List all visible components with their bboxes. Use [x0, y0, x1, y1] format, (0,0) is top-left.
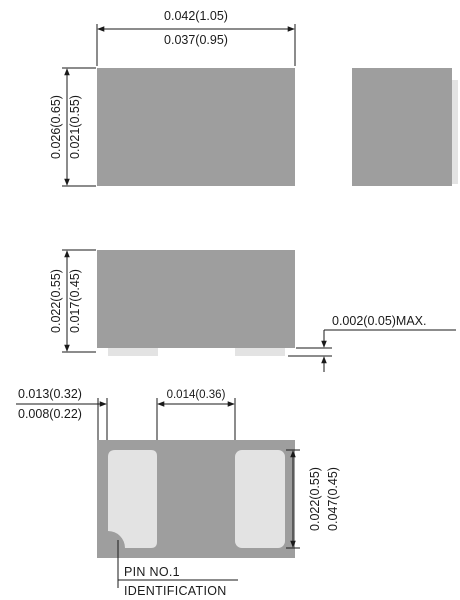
side-terminal-right [235, 348, 285, 356]
height-max-label: 0.022(0.55) [49, 269, 63, 333]
pad-height-min-label: 0.047(0.45) [326, 467, 340, 531]
length-min-label: 0.037(0.95) [164, 33, 228, 47]
height-min-label: 0.017(0.45) [68, 269, 82, 333]
top-view: 0.042(1.05) 0.037(0.95) 0.026(0.65) 0.02… [49, 9, 296, 187]
package-body-top [97, 68, 295, 186]
length-max-label: 0.042(1.05) [164, 9, 228, 23]
bottom-view: 0.013(0.32) 0.008(0.22) 0.014(0.36) 0.02… [16, 387, 340, 598]
side-view: 0.022(0.55) 0.017(0.45) 0.002(0.05)MAX. [49, 249, 456, 372]
pin1-label-line1: PIN NO.1 [124, 565, 180, 579]
pad-offset-min-label: 0.008(0.22) [18, 407, 82, 421]
pin1-label-line2: IDENTIFICATION [124, 584, 227, 598]
package-body-side [97, 250, 295, 348]
side-terminal-left [108, 348, 158, 356]
end-view [352, 68, 458, 186]
pad-gap-label: 0.014(0.36) [167, 389, 226, 401]
pad-2 [235, 450, 285, 548]
end-terminal-edge [452, 80, 458, 184]
width-min-label: 0.021(0.55) [68, 95, 82, 159]
width-max-label: 0.026(0.65) [49, 95, 63, 159]
standoff-label: 0.002(0.05)MAX. [332, 314, 427, 328]
package-body-end [352, 68, 452, 186]
pad-height-max-label: 0.022(0.55) [308, 467, 322, 531]
pad-offset-max-label: 0.013(0.32) [18, 387, 82, 401]
pad-1-with-notch [108, 450, 157, 548]
